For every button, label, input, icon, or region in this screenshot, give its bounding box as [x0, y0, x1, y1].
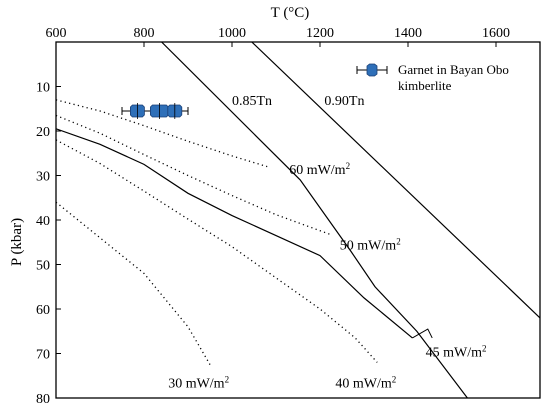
y-ticks: 10 20 30 40 50 60 70 80	[36, 81, 61, 407]
curve-label-superscript: 2	[225, 374, 230, 384]
x-tick-label: 600	[46, 26, 67, 41]
y-tick-label: 50	[36, 259, 50, 274]
curve-label: 0.90Tn	[324, 94, 364, 109]
curve-50-mw-m	[56, 114, 332, 236]
curve-label-superscript: 2	[482, 343, 487, 353]
x-tick-label: 800	[134, 26, 155, 41]
y-tick-label: 40	[36, 214, 50, 229]
leader-line-45	[412, 328, 433, 339]
x-tick-label: 1000	[218, 26, 246, 41]
curve-45-mw-m	[56, 128, 413, 339]
legend: Garnet in Bayan Obo kimberlite	[356, 62, 509, 93]
curve-label-superscript: 2	[392, 374, 397, 384]
y-axis-label: P (kbar)	[9, 218, 25, 266]
y-tick-label: 60	[36, 303, 50, 318]
y-tick-label: 10	[36, 81, 50, 96]
legend-text-line2: kimberlite	[398, 78, 452, 93]
curve-label-superscript: 2	[396, 236, 401, 246]
legend-marker-hexagon	[366, 63, 378, 77]
curve-0-85tn	[161, 42, 468, 398]
curve-labels: 0.85Tn 0.90Tn 60 mW/m2 50 mW/m2 45 mW/m2 40 m…	[168, 94, 486, 392]
curve-label: 0.85Tn	[232, 94, 272, 109]
axis-x-title: T (°C)	[271, 5, 310, 21]
x-ticks: 600 800 1000 1200 1400 1600	[46, 26, 510, 47]
curve-label: 50 mW/m2	[340, 236, 401, 253]
y-tick-label: 30	[36, 170, 50, 185]
x-tick-label: 1400	[394, 26, 422, 41]
curve-label-superscript: 2	[346, 161, 351, 171]
axis-y-title: P (kbar)	[9, 218, 25, 266]
garnet-data	[121, 102, 189, 119]
curves	[56, 42, 540, 398]
curve-30-mw-m	[56, 201, 211, 365]
curve-label: 30 mW/m2	[168, 374, 229, 391]
y-tick-label: 20	[36, 125, 50, 140]
curve-0-90tn	[251, 42, 540, 319]
legend-text-line1: Garnet in Bayan Obo	[398, 62, 509, 77]
x-axis-label: T (°C)	[271, 5, 310, 21]
curve-label: 45 mW/m2	[426, 343, 487, 360]
x-tick-label: 1600	[482, 26, 510, 41]
curve-label: 40 mW/m2	[335, 374, 396, 391]
y-tick-label: 70	[36, 348, 50, 363]
y-tick-label: 80	[36, 392, 50, 407]
x-tick-label: 1200	[306, 26, 334, 41]
curve-label: 60 mW/m2	[289, 161, 350, 178]
